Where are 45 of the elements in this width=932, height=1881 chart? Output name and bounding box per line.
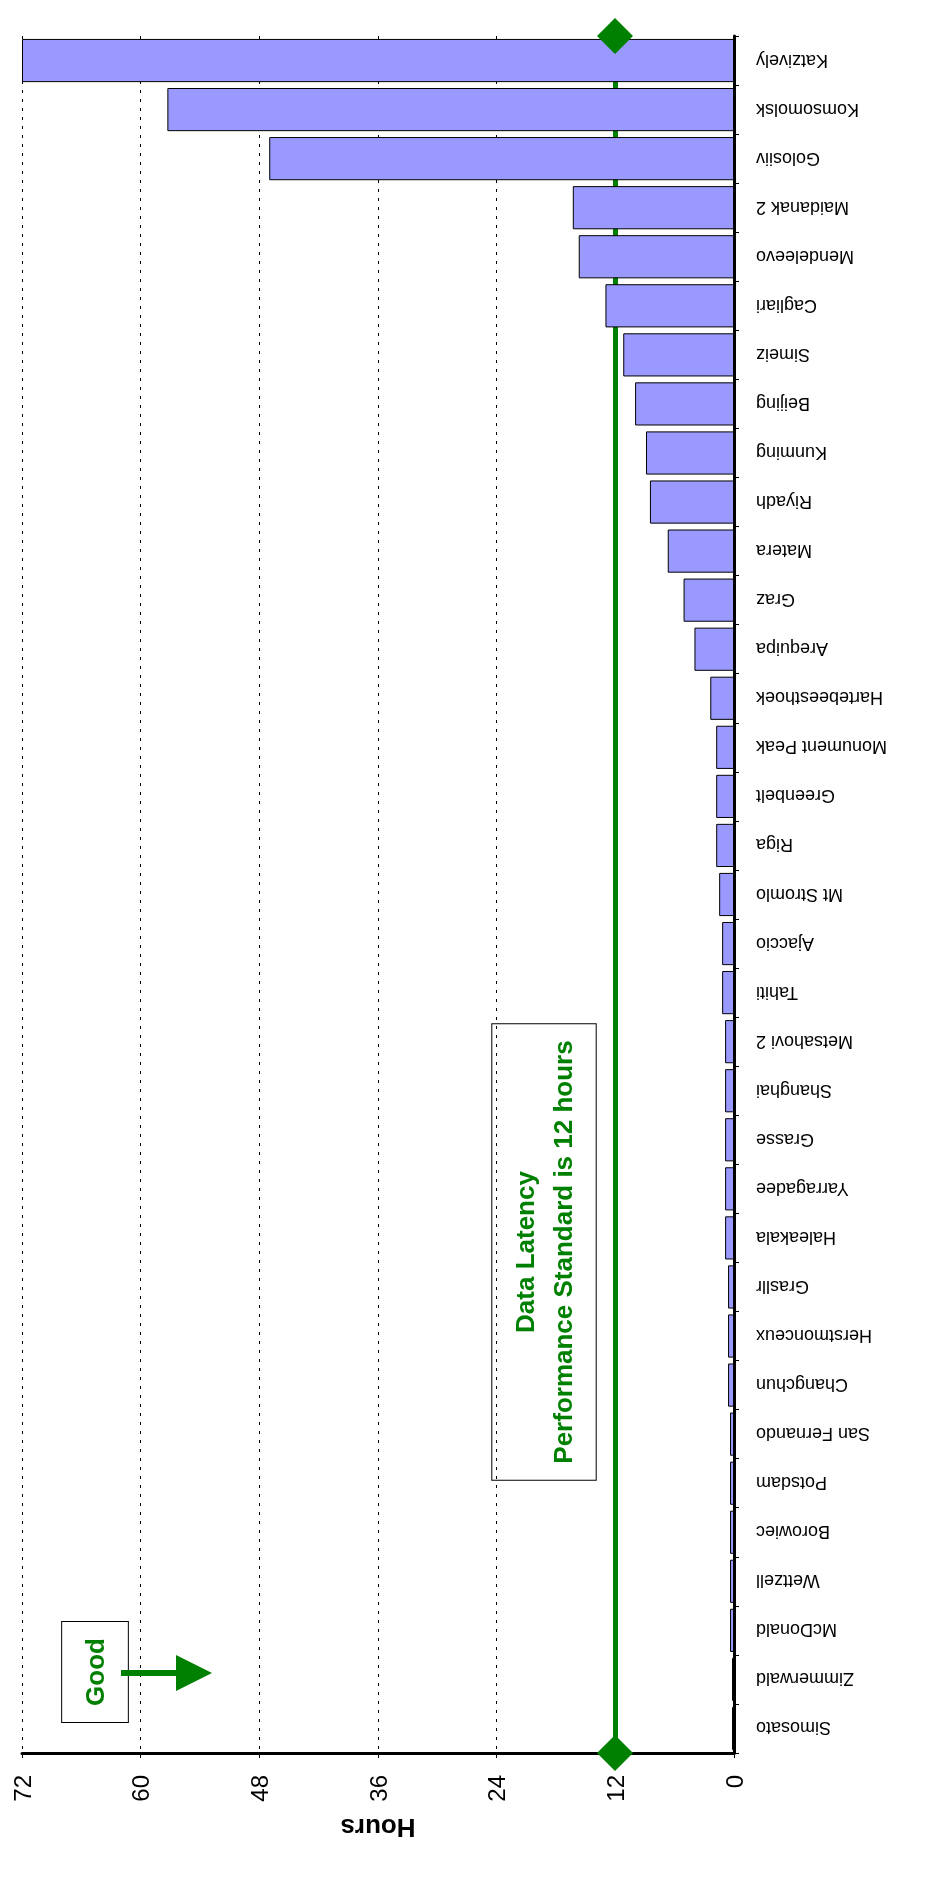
x-tick-label: 60 [127, 1775, 155, 1802]
y-tick-label: Cagliari [756, 295, 818, 316]
y-tick-label: Borowiec [756, 1522, 831, 1543]
y-tick-label: Matera [755, 541, 813, 562]
y-tick-label: Ajaccio [756, 933, 815, 954]
y-tick-label: Grasllr [756, 1276, 809, 1297]
y-tick-label: Graz [756, 590, 796, 611]
y-tick-label: Grasse [756, 1129, 815, 1150]
y-tick-label: Golosiiv [756, 148, 821, 169]
y-tick-label: Beijing [756, 393, 811, 414]
y-tick-label: Simeiz [756, 344, 811, 365]
y-tick-label: Greenbelt [756, 786, 836, 807]
y-tick-label: Kunming [756, 442, 828, 463]
y-tick-label: Changchun [756, 1375, 849, 1396]
x-tick-label: 48 [245, 1775, 273, 1802]
y-tick-label: McDonald [756, 1620, 838, 1641]
y-tick-label: Arequipa [755, 639, 829, 660]
y-tick-label: Tahiti [756, 982, 799, 1003]
y-tick-label: San Fernando [756, 1424, 871, 1445]
y-tick-label: Riga [755, 835, 794, 856]
y-tick-label: Komsomolsk [755, 99, 860, 120]
annotation: Good [80, 1638, 110, 1706]
y-tick-label: Haleakala [755, 1227, 837, 1248]
y-tick-label: Hartebeesthoek [755, 688, 884, 709]
x-tick-label: 0 [720, 1775, 748, 1789]
y-tick-label: Wettzell [756, 1571, 820, 1592]
y-tick-label: Shanghai [756, 1080, 833, 1101]
x-tick-label: 24 [483, 1775, 511, 1802]
y-tick-label: Mt Stromlo [756, 884, 844, 905]
y-tick-label: Herstmonceux [756, 1326, 873, 1347]
y-tick-label: Mendeleevo [756, 246, 855, 267]
y-tick-label: Monument Peak [755, 737, 888, 758]
x-tick-label: 12 [601, 1775, 629, 1802]
y-tick-label: Zimmerwald [756, 1669, 855, 1690]
y-tick-label: Metsahovi 2 [756, 1031, 854, 1052]
y-tick-label: Katzively [756, 50, 829, 71]
x-tick-label: 72 [8, 1775, 36, 1802]
y-tick-label: Potsdam [756, 1473, 828, 1494]
x-tick-label: 36 [364, 1775, 392, 1802]
y-tick-label: Maidanak 2 [756, 197, 850, 218]
y-tick-label: Riyadh [756, 492, 813, 513]
y-tick-label: Simosato [756, 1718, 832, 1739]
y-tick-label: Yarragadee [756, 1178, 849, 1199]
ref-line-label: Data Latency Performance Standard is 12 hours [510, 1040, 578, 1464]
x-axis-title: Hours [340, 1813, 416, 1843]
